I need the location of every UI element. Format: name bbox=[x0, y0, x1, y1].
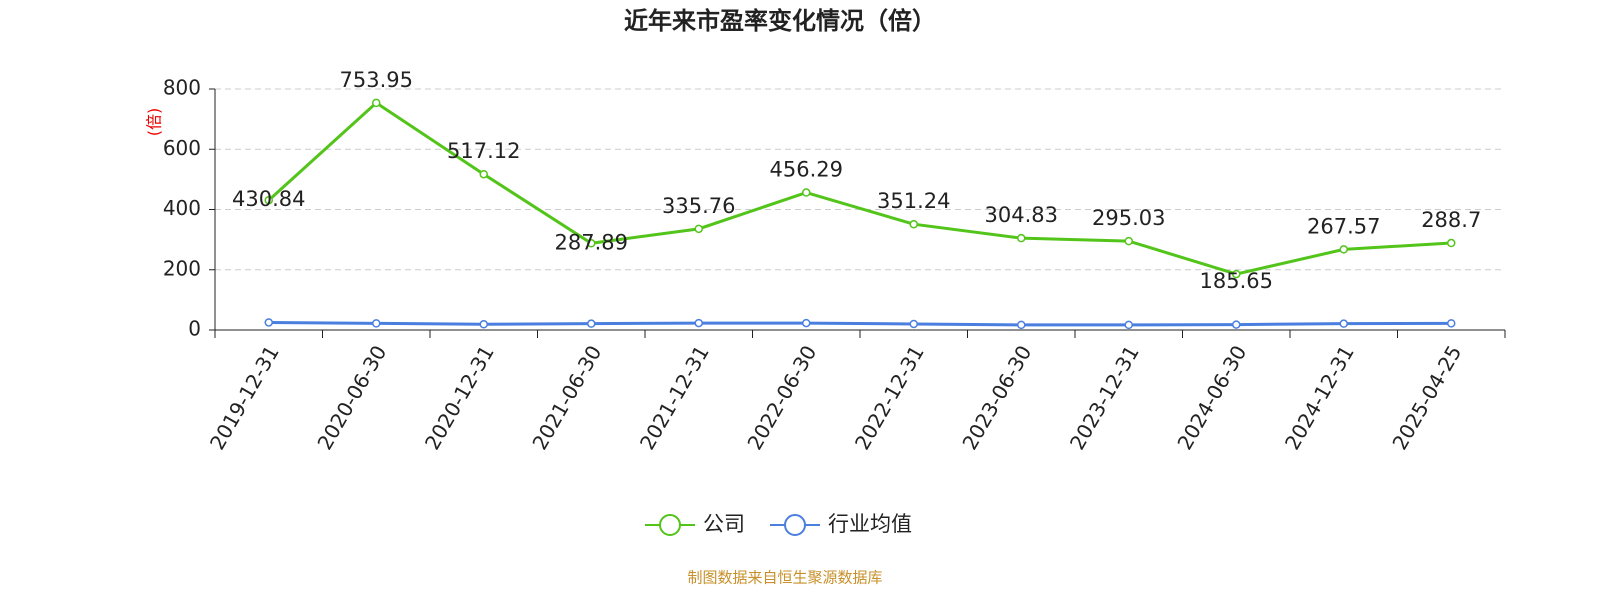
y-tick-label: 200 bbox=[163, 256, 201, 280]
point bbox=[372, 98, 381, 108]
x-tick-label: 2024-12-31 bbox=[1280, 341, 1359, 454]
series-line bbox=[267, 100, 1452, 276]
x-tick-label: 2025-04-25 bbox=[1387, 341, 1466, 454]
data-label: 753.95 bbox=[340, 68, 413, 92]
data-label: 295.03 bbox=[1092, 206, 1165, 230]
point bbox=[587, 319, 596, 328]
y-tick-label: 400 bbox=[163, 196, 201, 220]
point bbox=[1232, 269, 1241, 279]
point bbox=[802, 188, 811, 197]
data-label: 287.89 bbox=[555, 230, 628, 254]
point bbox=[694, 224, 703, 234]
point bbox=[1339, 245, 1348, 254]
point bbox=[372, 319, 381, 328]
point bbox=[802, 318, 811, 328]
point bbox=[909, 319, 918, 329]
y-axis-label: (倍) bbox=[145, 108, 164, 137]
chart-title: 近年来市盈率变化情况（倍） bbox=[624, 7, 936, 35]
legend-label: 行业均值 bbox=[828, 512, 912, 536]
point bbox=[1124, 236, 1133, 246]
source-note: 制图数据来自恒生聚源数据库 bbox=[687, 569, 882, 587]
point bbox=[694, 318, 703, 328]
y-tick-label: 800 bbox=[163, 76, 201, 100]
point bbox=[1447, 238, 1456, 248]
data-label: 430.84 bbox=[232, 187, 305, 211]
series-line bbox=[268, 320, 1452, 327]
point bbox=[1124, 320, 1133, 330]
point bbox=[479, 169, 488, 179]
y-tick-label: 0 bbox=[188, 317, 201, 341]
point bbox=[909, 219, 918, 229]
x-tick-label: 2023-12-31 bbox=[1065, 341, 1144, 454]
x-tick-label: 2019-12-31 bbox=[205, 341, 284, 454]
x-tick-label: 2021-06-30 bbox=[527, 341, 606, 454]
x-tick-label: 2021-12-31 bbox=[635, 341, 714, 454]
point bbox=[1017, 320, 1026, 330]
legend-marker bbox=[784, 514, 806, 536]
point bbox=[1232, 320, 1241, 329]
x-tick-label: 2024-06-30 bbox=[1172, 341, 1251, 454]
x-tick-label: 2020-12-31 bbox=[420, 341, 499, 454]
data-label: 456.29 bbox=[770, 158, 843, 182]
point bbox=[479, 320, 488, 329]
x-tick-label: 2020-06-30 bbox=[312, 341, 391, 454]
legend-label: 公司 bbox=[703, 512, 745, 536]
data-label: 517.12 bbox=[447, 139, 520, 163]
point bbox=[264, 195, 273, 205]
point bbox=[264, 318, 273, 327]
data-label: 185.65 bbox=[1200, 269, 1273, 293]
x-tick-label: 2023-06-30 bbox=[957, 341, 1036, 454]
data-label: 351.24 bbox=[877, 189, 950, 213]
point bbox=[1339, 319, 1348, 328]
data-label: 288.7 bbox=[1421, 208, 1481, 232]
data-label: 304.83 bbox=[985, 203, 1058, 227]
x-tick-label: 2022-06-30 bbox=[742, 341, 821, 454]
point bbox=[587, 239, 596, 248]
legend-marker bbox=[659, 514, 681, 536]
y-tick-label: 600 bbox=[163, 136, 201, 160]
x-tick-label: 2022-12-31 bbox=[850, 341, 929, 454]
data-label: 267.57 bbox=[1307, 214, 1380, 238]
point bbox=[1017, 233, 1026, 243]
data-label: 335.76 bbox=[662, 194, 735, 218]
point bbox=[1447, 319, 1456, 328]
